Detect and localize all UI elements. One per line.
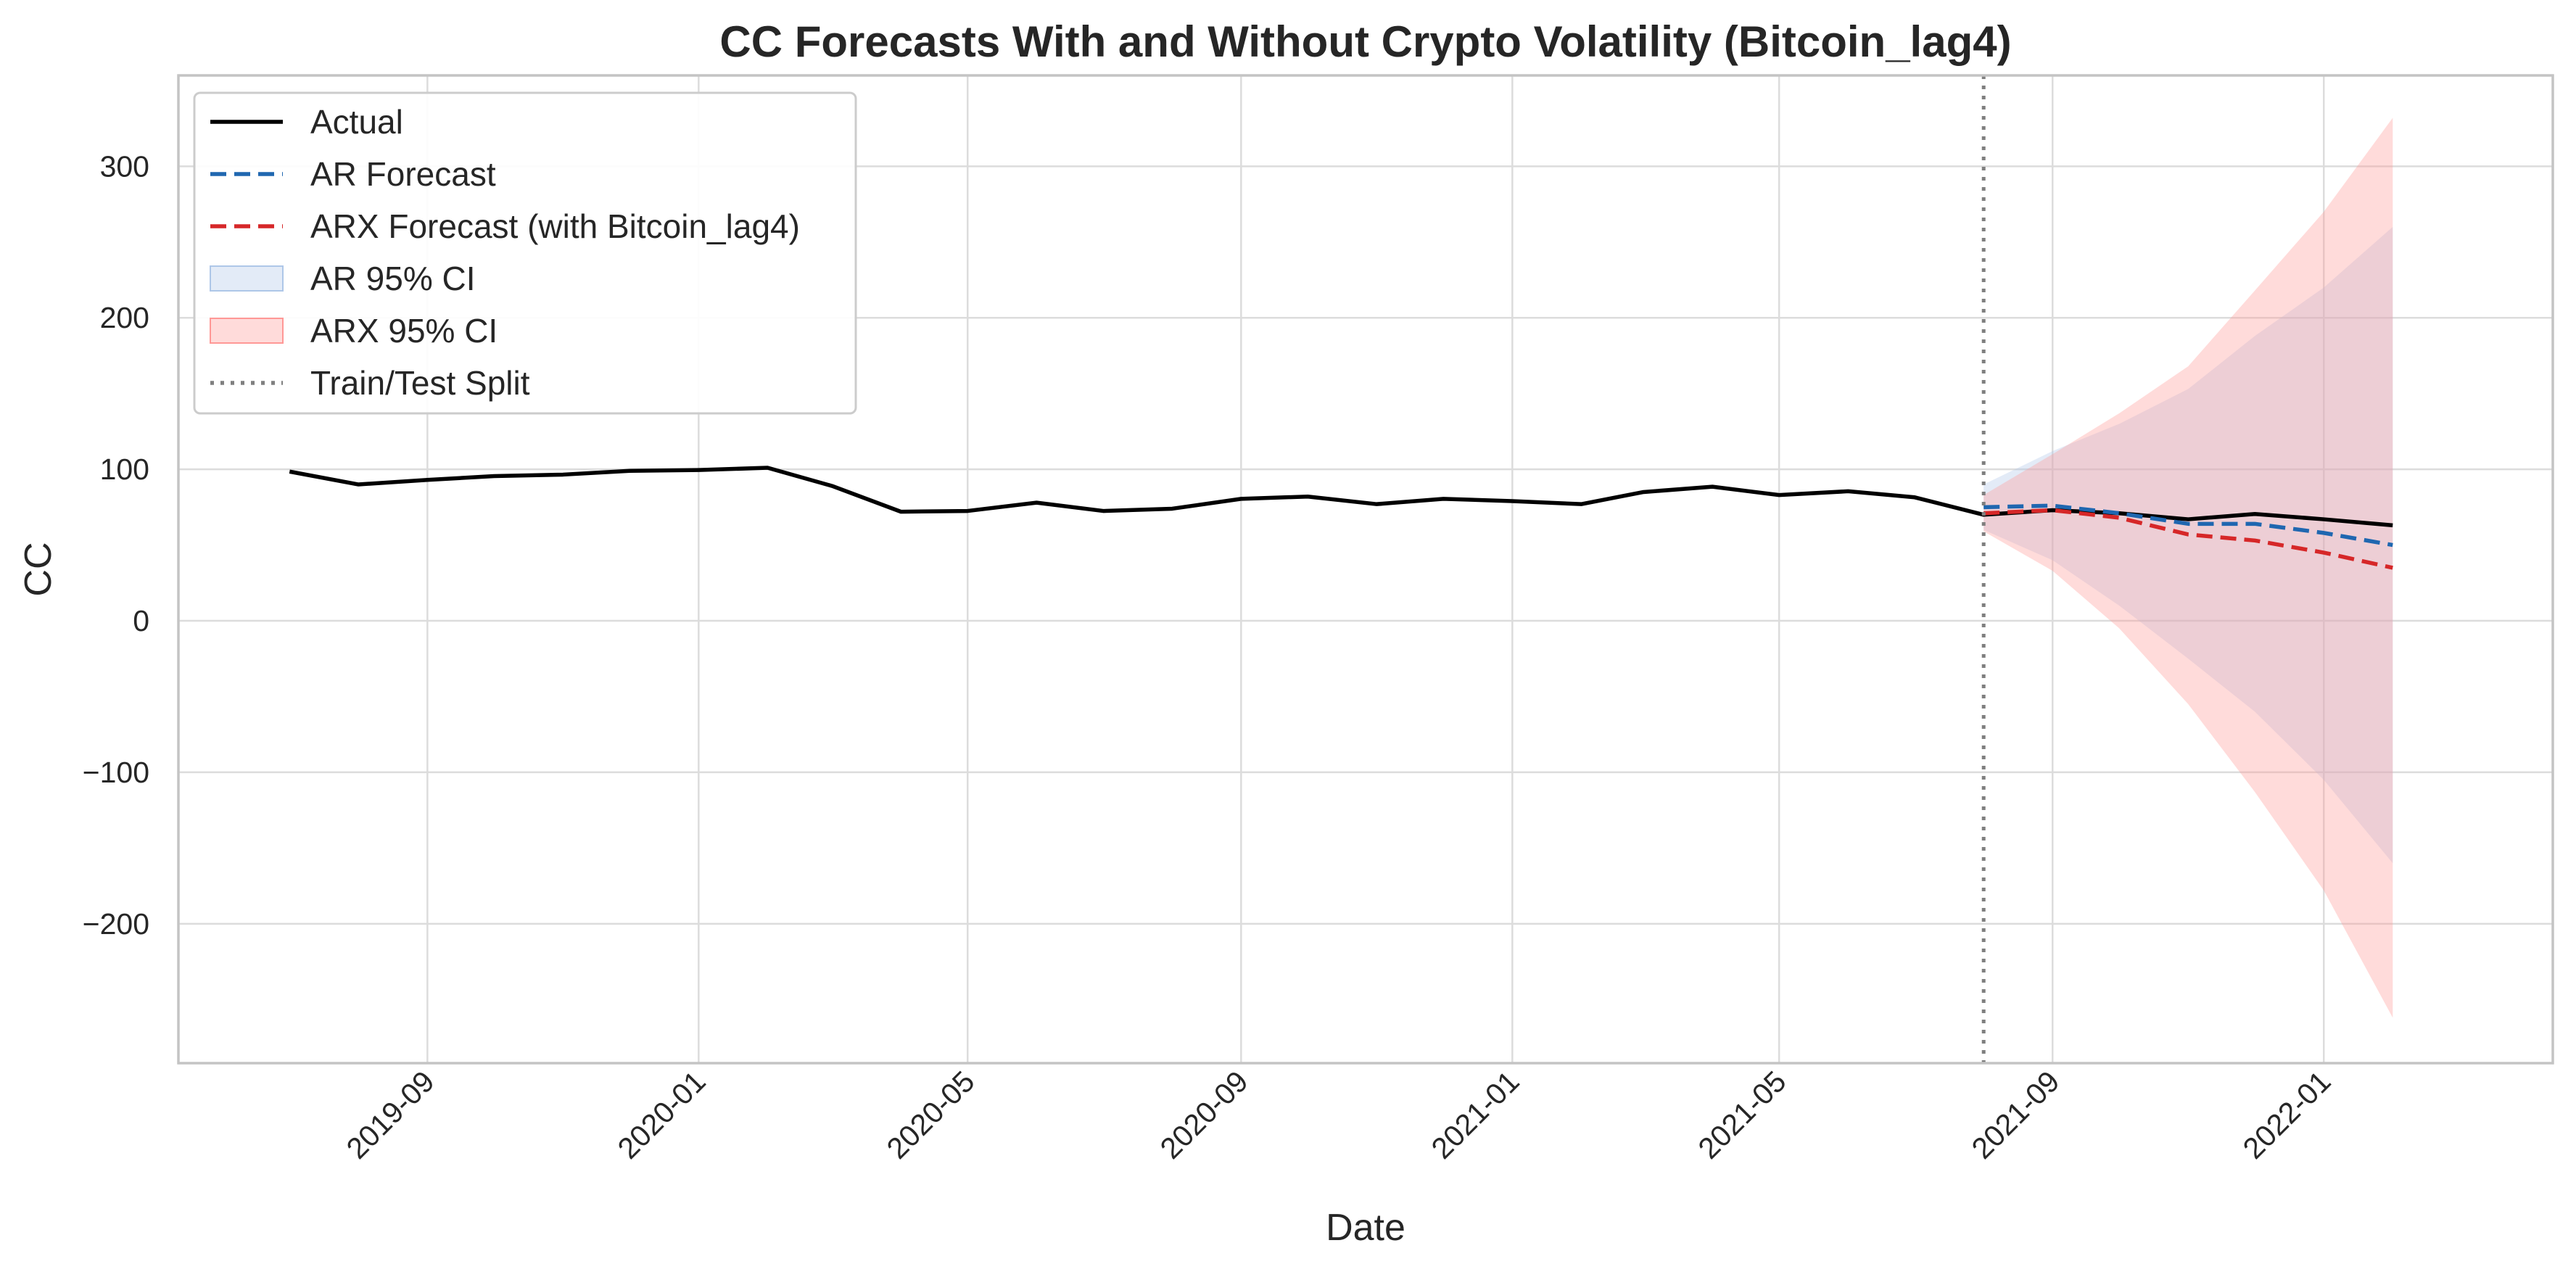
- x-tick-label: 2021-09: [1965, 1065, 2066, 1165]
- y-axis-label: CC: [17, 542, 59, 596]
- y-tick-label: 300: [100, 149, 149, 183]
- arx-ci-band: [1983, 117, 2393, 1018]
- series-lines: [289, 75, 2393, 1063]
- legend: Actual AR Forecast ARX Forecast (with Bitc…: [193, 91, 857, 415]
- axes: [177, 74, 2554, 1065]
- legend-actual-label: Actual: [310, 103, 403, 141]
- y-tick-label: 0: [133, 604, 149, 637]
- x-axis-label: Date: [1326, 1207, 1405, 1249]
- legend-ar-ci-label: AR 95% CI: [310, 260, 476, 297]
- legend-arx-forecast-label: ARX Forecast (with Bitcoin_lag4): [310, 207, 800, 245]
- y-tick-label: 100: [100, 453, 149, 486]
- x-tick-label: 2020-01: [611, 1065, 712, 1165]
- x-tick-label: 2021-01: [1425, 1065, 1526, 1165]
- y-tick-label: −200: [83, 907, 149, 941]
- plot-frame: [177, 74, 2554, 1065]
- arx-forecast-line: [1983, 508, 2393, 570]
- x-tick-label: 2020-05: [880, 1065, 981, 1165]
- x-tick-label: 2020-09: [1154, 1065, 1255, 1165]
- ar-forecast-line: [1983, 503, 2393, 548]
- x-tick-label: 2021-05: [1692, 1065, 1793, 1165]
- legend-arx-ci-handle: [210, 318, 284, 344]
- legend-ar-ci-handle: [210, 265, 284, 292]
- y-tick-label: 200: [100, 301, 149, 334]
- confidence-bands: [1983, 117, 2393, 1018]
- legend-split-label: Train/Test Split: [310, 364, 530, 402]
- y-tick-label: −100: [83, 756, 149, 789]
- ar-ci-band: [1983, 226, 2393, 864]
- chart-title: CC Forecasts With and Without Crypto Vol…: [719, 17, 2011, 66]
- legend-ar-forecast-label: AR Forecast: [310, 155, 496, 193]
- grid-lines: [178, 75, 2553, 1063]
- legend-box: [193, 91, 857, 415]
- x-tick-label: 2019-09: [340, 1065, 441, 1165]
- x-tick-label: 2022-01: [2237, 1065, 2337, 1165]
- legend-arx-ci-label: ARX 95% CI: [310, 312, 498, 350]
